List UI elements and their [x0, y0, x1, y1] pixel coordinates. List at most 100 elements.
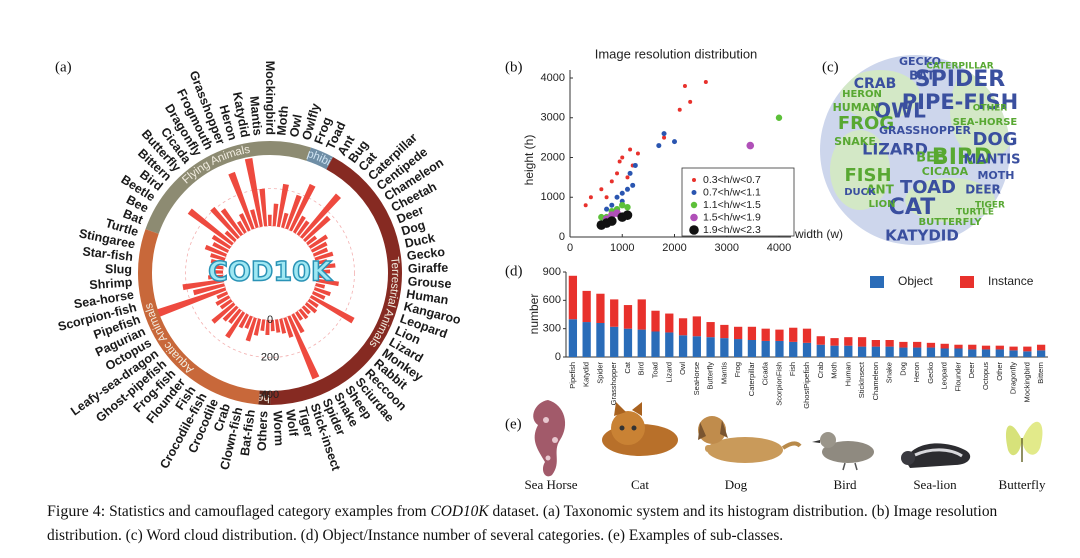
cloud-word: DOG: [972, 129, 1017, 150]
cloud-word: HUMAN: [833, 101, 880, 114]
panel-label: (e): [505, 416, 522, 432]
bar: [225, 311, 246, 339]
x-tick-label: ScorpionFish: [774, 362, 783, 406]
cloud-word: LIZARD: [862, 140, 928, 159]
point: [617, 159, 622, 164]
bar: [215, 295, 231, 306]
cloud-patch: [830, 130, 890, 210]
cloud-word: CRAB: [854, 76, 897, 92]
cloud-word: MOTH: [977, 169, 1014, 182]
bar: [193, 283, 225, 296]
panel-label: (c): [822, 59, 839, 75]
point: [661, 131, 667, 137]
bar: [298, 308, 309, 320]
x-tick-label: Butterfly: [706, 362, 715, 390]
bar: [267, 214, 272, 227]
x-axis-label: width (w): [794, 227, 843, 241]
bar: [300, 193, 341, 239]
x-tick-label: Dragonfly: [1009, 362, 1018, 394]
x-tick-label: Dog: [898, 362, 907, 376]
cloud-word: BUTTERFLY: [918, 217, 982, 228]
cloud-word: GRASSHOPPER: [879, 124, 972, 137]
bar-segment: [734, 339, 743, 357]
r-tick-label: 0: [267, 314, 273, 326]
bar: [315, 259, 328, 265]
x-tick-label: Deer: [967, 362, 976, 379]
bar: [279, 318, 287, 334]
bar-segment: [816, 336, 825, 345]
bar-segment: [830, 345, 839, 357]
cat-image: [602, 402, 678, 456]
bar: [281, 212, 289, 229]
example-label: Bird: [833, 477, 857, 492]
category-label: Others: [255, 411, 271, 452]
x-tick-label: Snake: [885, 362, 894, 383]
category-label: Bat-fish: [238, 409, 258, 457]
point: [625, 175, 630, 180]
bar-segment: [582, 290, 591, 323]
x-tick-label: Frog: [733, 362, 742, 377]
category-label: Owl: [287, 113, 305, 138]
cloud-word: LION: [869, 199, 896, 210]
cloud-word: MANTIS: [964, 153, 1021, 168]
x-tick-label: 1000: [610, 242, 634, 254]
bar-segment: [981, 345, 991, 350]
example-label: Sea-lion: [913, 477, 957, 492]
bar-segment: [761, 340, 770, 357]
legend-marker: [692, 178, 696, 182]
bar: [213, 264, 224, 270]
cloud-patch: [905, 178, 995, 222]
bar-segment: [761, 328, 770, 341]
x-tick-label: Fish: [788, 362, 797, 376]
cloud-word: BAT: [909, 69, 936, 83]
group-arc: [270, 157, 402, 405]
butterfly-image: [1005, 421, 1043, 462]
bar-segment: [885, 346, 894, 357]
bar-segment: [720, 338, 729, 357]
bar: [204, 244, 228, 257]
bar: [153, 287, 227, 318]
x-tick-label: Pipefish: [568, 362, 577, 389]
point: [775, 114, 783, 121]
cloud-word: FROG: [838, 113, 894, 134]
y-tick-label: 4000: [541, 72, 565, 84]
x-tick-label: SeaHorse: [692, 362, 701, 395]
category-label: Moth: [274, 105, 291, 136]
point: [604, 206, 610, 212]
bar: [211, 234, 232, 250]
point: [620, 155, 625, 160]
bar: [222, 305, 239, 322]
bar: [228, 308, 242, 324]
legend-box: [681, 167, 795, 237]
bar-segment: [678, 335, 688, 357]
point: [609, 179, 614, 184]
x-tick-label: Cat: [623, 361, 632, 374]
y-tick-label: 0: [559, 231, 565, 243]
bar-segment: [596, 323, 605, 357]
cloud-word: KATYDID: [885, 227, 959, 245]
category-label: Dog: [400, 218, 427, 239]
bar-segment: [844, 345, 853, 357]
point: [688, 99, 693, 104]
bar-segment: [623, 328, 633, 357]
y-tick-label: 900: [543, 266, 561, 278]
cloud-word: FISH: [844, 165, 891, 186]
cloud-word: PIPE-FISH: [902, 90, 1019, 114]
cloud-word: BIRD: [932, 145, 992, 170]
cloud-word: DEER: [965, 183, 1001, 197]
bar-segment: [981, 349, 991, 357]
bar-segment: [1023, 351, 1032, 357]
panel-label: (a): [55, 59, 72, 75]
x-tick-label: Mantis: [719, 362, 728, 384]
bird-image: [812, 432, 874, 471]
bar-segment: [802, 328, 812, 343]
bar-segment: [651, 331, 660, 357]
point: [615, 171, 620, 176]
legend-label: 0.3<h/w<0.7: [703, 174, 761, 186]
example-label: Cat: [631, 477, 649, 492]
cloud-word: OWL: [874, 99, 926, 123]
bar: [296, 220, 310, 237]
x-tick-label: Human: [843, 362, 852, 386]
category-label: Grouse: [407, 274, 452, 291]
